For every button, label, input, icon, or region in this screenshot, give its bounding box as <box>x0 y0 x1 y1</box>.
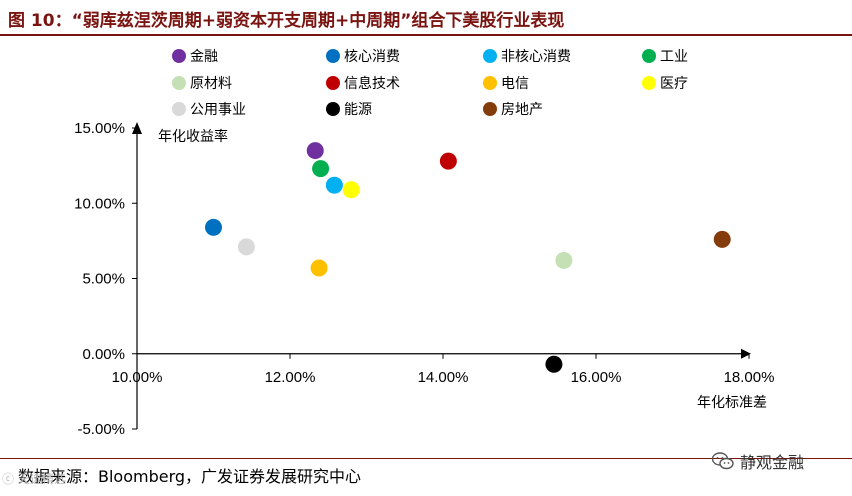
chart-title: 图 10：“弱库兹涅茨周期+弱资本开支周期+中周期”组合下美股行业表现 <box>8 11 565 31</box>
title-divider <box>0 34 852 36</box>
legend-label: 医疗 <box>660 76 688 92</box>
wechat-icon <box>712 452 734 470</box>
legend-item: 非核心消费 <box>483 46 571 66</box>
legend-item: 金融 <box>172 46 218 66</box>
legend-swatch <box>172 102 186 116</box>
legend-label: 房地产 <box>501 102 543 118</box>
corner-watermark: ⓒ 天选精选 <box>2 472 66 486</box>
data-point <box>555 251 573 269</box>
legend-swatch <box>172 76 186 90</box>
legend-swatch <box>483 49 497 63</box>
y-tick-label: -5.00% <box>77 421 125 438</box>
data-point <box>713 230 731 248</box>
legend-item: 医疗 <box>642 73 688 93</box>
data-point <box>312 160 330 178</box>
data-point <box>205 218 222 236</box>
source-divider <box>0 458 852 459</box>
x-tick-label: 14.00% <box>418 369 469 386</box>
y-tick-label: 0.00% <box>82 346 125 363</box>
legend-item: 能源 <box>326 99 372 119</box>
data-point <box>306 142 324 160</box>
data-point <box>545 355 563 373</box>
legend-label: 工业 <box>660 49 688 65</box>
legend-item: 房地产 <box>483 99 543 119</box>
legend-swatch <box>483 76 497 90</box>
legend-swatch <box>483 102 497 116</box>
x-tick-label: 18.00% <box>724 369 775 386</box>
data-point <box>342 181 360 199</box>
legend-label: 电信 <box>501 76 529 92</box>
y-tick-label: 15.00% <box>74 120 125 137</box>
y-axis-label: 年化收益率 <box>158 128 228 145</box>
legend-swatch <box>326 102 340 116</box>
legend-swatch <box>642 76 656 90</box>
legend-label: 金融 <box>190 49 218 65</box>
legend-swatch <box>172 49 186 63</box>
legend-item: 公用事业 <box>172 99 246 119</box>
legend-item: 工业 <box>642 46 688 66</box>
x-tick-label: 12.00% <box>265 369 316 386</box>
data-point <box>439 152 457 170</box>
data-point <box>310 259 328 277</box>
source-note: 数据来源：Bloomberg，广发证券发展研究中心 <box>18 467 362 486</box>
legend-item: 电信 <box>483 73 529 93</box>
legend-item: 原材料 <box>172 73 232 93</box>
data-point <box>325 176 343 194</box>
legend-label: 能源 <box>344 102 372 118</box>
y-tick-label: 10.00% <box>74 195 125 212</box>
legend-label: 非核心消费 <box>501 49 571 65</box>
x-axis-label: 年化标准差 <box>697 395 767 411</box>
legend-label: 公用事业 <box>190 102 246 118</box>
y-tick-label: 5.00% <box>82 271 125 288</box>
legend-label: 原材料 <box>190 76 232 92</box>
legend-swatch <box>642 49 656 63</box>
legend-label: 信息技术 <box>344 76 400 92</box>
legend-swatch <box>326 76 340 90</box>
brand-name: 静观金融 <box>740 453 805 472</box>
legend-item: 信息技术 <box>326 73 400 93</box>
x-tick-label: 10.00% <box>112 369 163 386</box>
data-point <box>237 238 255 256</box>
x-tick-label: 16.00% <box>571 369 622 386</box>
legend-item: 核心消费 <box>326 46 400 66</box>
legend-label: 核心消费 <box>344 49 400 65</box>
x-axis-arrow <box>741 348 751 359</box>
legend-swatch <box>326 49 340 63</box>
brand-watermark: 静观金融 <box>712 449 804 473</box>
